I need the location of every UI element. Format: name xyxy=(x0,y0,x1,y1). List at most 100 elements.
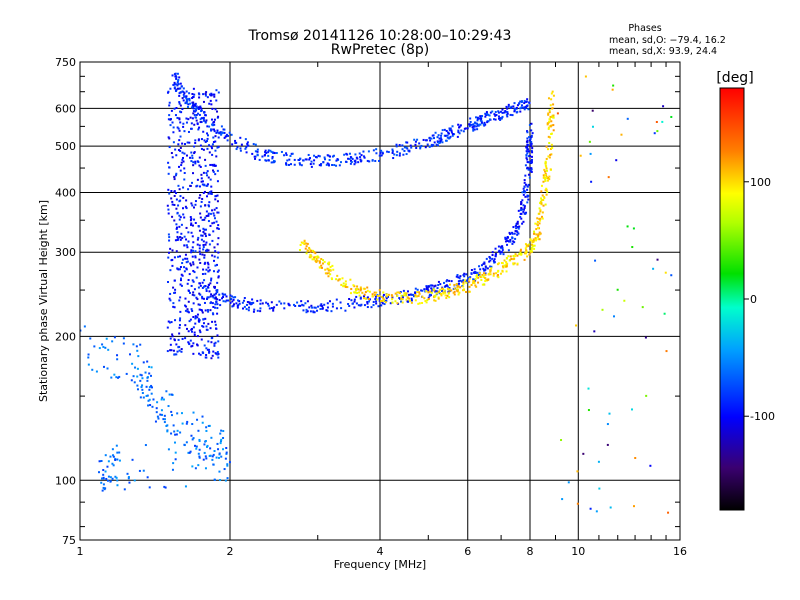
data-point xyxy=(175,198,178,201)
data-point xyxy=(670,274,673,277)
data-point xyxy=(414,140,417,143)
data-point xyxy=(190,127,193,130)
data-point xyxy=(524,164,527,167)
data-point xyxy=(309,157,312,160)
data-point xyxy=(459,286,462,289)
data-point xyxy=(203,279,206,282)
data-point xyxy=(114,458,117,461)
data-point xyxy=(168,101,171,104)
data-point xyxy=(225,447,228,450)
data-point xyxy=(497,117,500,120)
data-point xyxy=(494,114,497,117)
data-point xyxy=(209,224,212,227)
data-point xyxy=(223,136,226,139)
data-point xyxy=(310,249,313,252)
data-point xyxy=(519,212,522,215)
data-point xyxy=(313,311,316,314)
data-point xyxy=(216,312,219,315)
data-point xyxy=(410,293,413,296)
data-point xyxy=(595,510,598,513)
data-point xyxy=(214,341,217,344)
data-point xyxy=(197,112,200,115)
data-point xyxy=(550,146,553,149)
data-point xyxy=(128,481,131,484)
data-point xyxy=(350,287,353,290)
data-point xyxy=(196,313,199,316)
data-point xyxy=(187,289,190,292)
data-point xyxy=(217,251,220,254)
data-point xyxy=(199,194,202,197)
data-point xyxy=(437,296,440,299)
data-point xyxy=(225,295,228,298)
data-point xyxy=(499,252,502,255)
data-point xyxy=(167,405,170,408)
data-point xyxy=(166,350,169,353)
data-point xyxy=(326,272,329,275)
data-point xyxy=(194,142,197,145)
data-point xyxy=(494,253,497,256)
data-point xyxy=(335,164,338,167)
data-point xyxy=(520,106,523,109)
data-point xyxy=(87,356,90,359)
x-axis-label: Frequency [MHz] xyxy=(334,558,426,571)
data-point xyxy=(113,336,116,339)
data-point xyxy=(316,309,319,312)
data-point xyxy=(514,230,517,233)
data-point xyxy=(198,292,201,295)
data-point xyxy=(375,152,378,155)
data-point xyxy=(428,285,431,288)
data-point xyxy=(353,298,356,301)
data-point xyxy=(325,309,328,312)
data-point xyxy=(211,320,214,323)
data-point xyxy=(526,148,529,151)
data-point xyxy=(214,296,217,299)
data-point xyxy=(387,295,390,298)
data-point xyxy=(205,210,208,213)
data-point xyxy=(326,154,329,157)
data-point xyxy=(193,93,196,96)
data-point xyxy=(401,295,404,298)
data-point xyxy=(183,152,186,155)
data-point xyxy=(444,285,447,288)
data-point xyxy=(208,351,211,354)
data-point xyxy=(226,139,229,142)
data-point xyxy=(198,303,201,306)
data-point xyxy=(310,304,313,307)
data-point xyxy=(378,299,381,302)
data-point xyxy=(206,140,209,143)
data-point xyxy=(177,83,180,86)
data-point xyxy=(217,448,220,451)
data-point xyxy=(548,142,551,145)
data-point xyxy=(549,104,552,107)
data-point xyxy=(656,130,659,133)
data-point xyxy=(398,154,401,157)
data-point xyxy=(389,302,392,305)
data-point xyxy=(139,396,142,399)
data-point xyxy=(180,412,183,415)
data-point xyxy=(178,94,181,97)
data-point xyxy=(516,222,519,225)
data-point xyxy=(169,349,172,352)
data-point xyxy=(477,281,480,284)
data-point xyxy=(125,372,128,375)
data-point xyxy=(185,199,188,202)
data-point xyxy=(189,184,192,187)
data-point xyxy=(387,151,390,154)
data-point xyxy=(423,297,426,300)
data-point xyxy=(136,388,139,391)
data-point xyxy=(391,301,394,304)
data-point xyxy=(131,458,134,461)
data-point xyxy=(524,195,527,198)
data-point xyxy=(183,130,186,133)
phase-stats-x: mean, sd,X: 93.9, 24.4 xyxy=(609,46,717,57)
data-point xyxy=(584,75,587,78)
data-point xyxy=(230,295,233,298)
data-point xyxy=(310,160,313,163)
data-point xyxy=(265,301,268,304)
data-point xyxy=(207,263,210,266)
data-point xyxy=(482,274,485,277)
data-point xyxy=(353,300,356,303)
data-point xyxy=(418,292,421,295)
data-point xyxy=(356,287,359,290)
